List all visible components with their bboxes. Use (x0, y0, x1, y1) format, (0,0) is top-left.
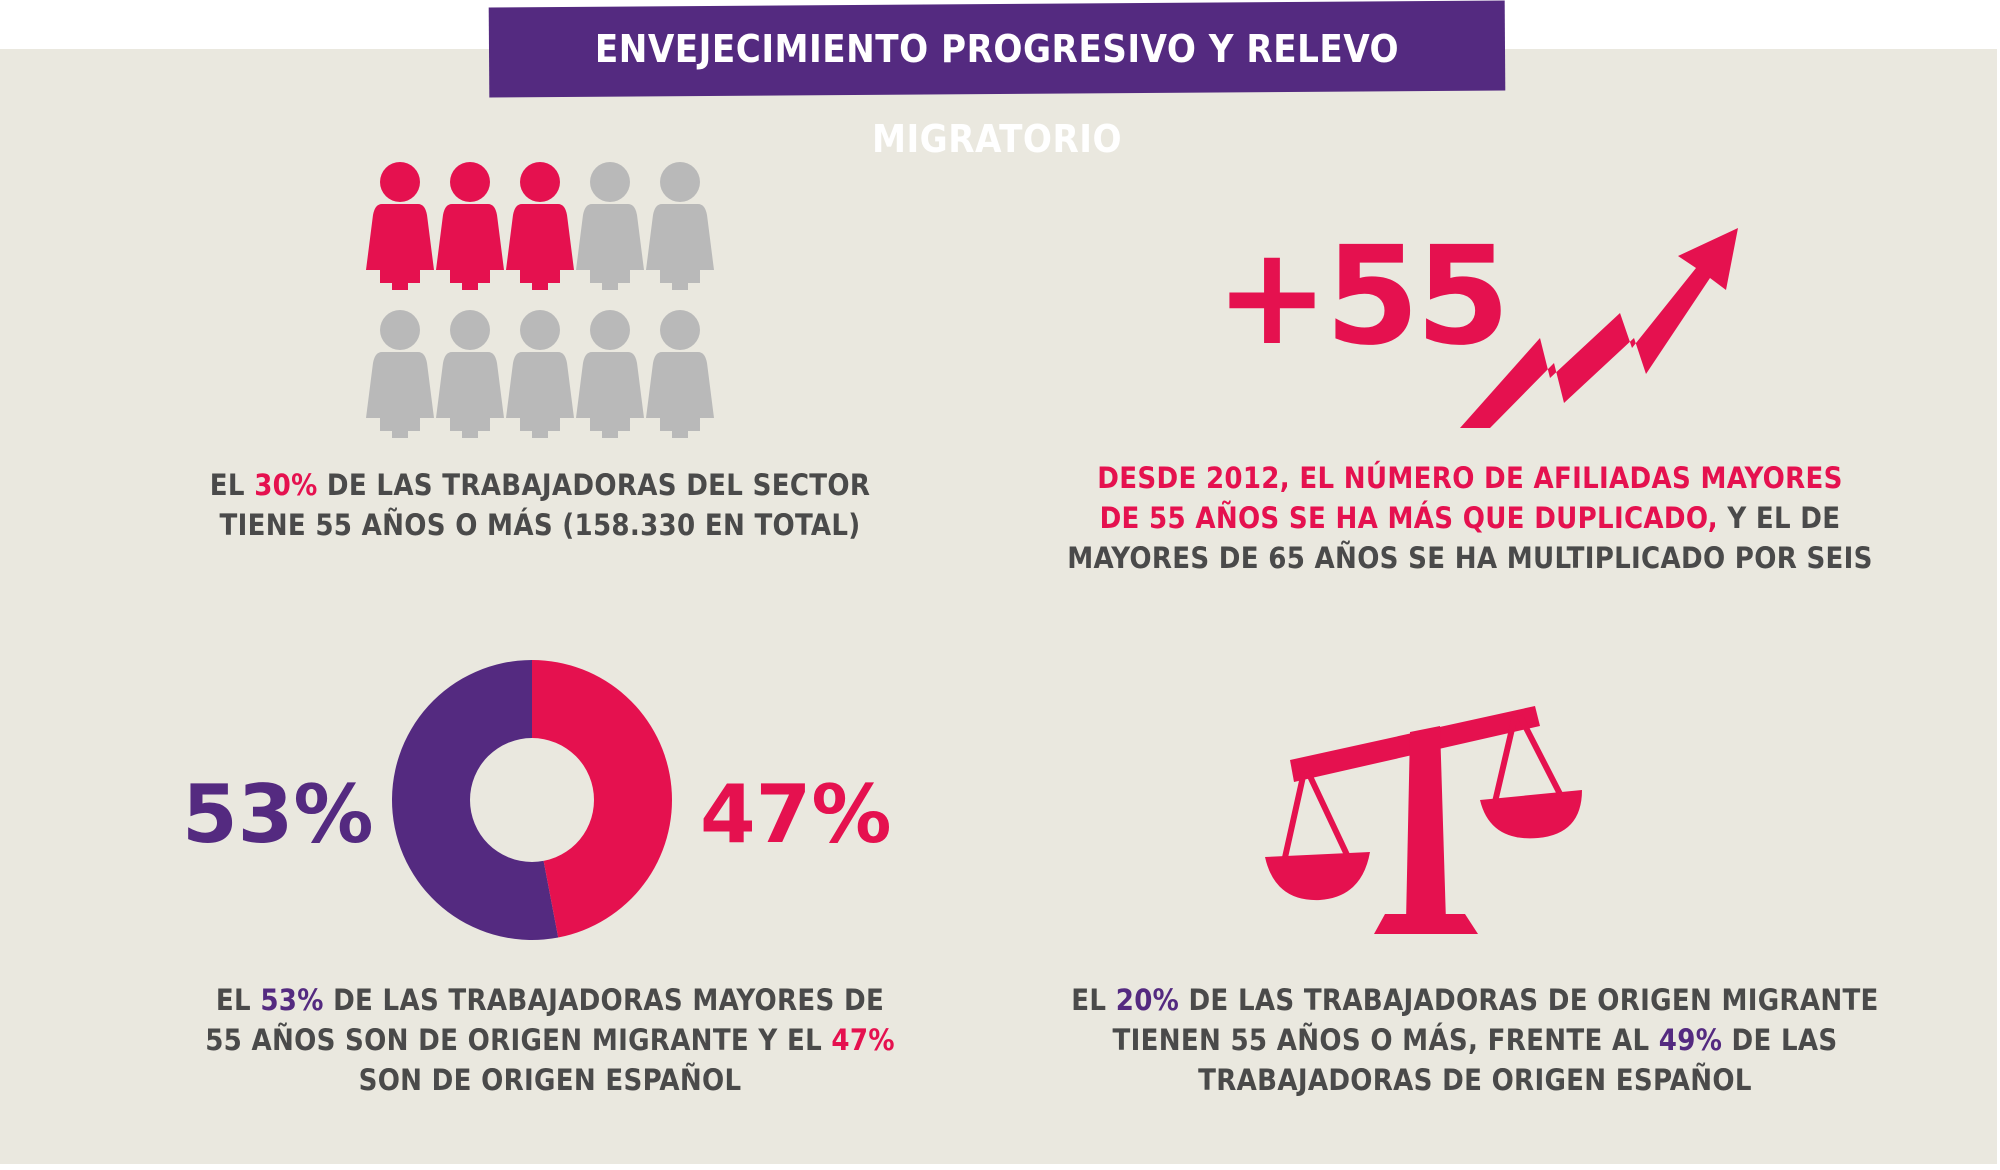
trend-up-arrow-icon (1460, 228, 1738, 428)
page-title: ENVEJECIMIENTO PROGRESIVO Y RELEVO MIGRA… (594, 27, 1400, 161)
person-icon (646, 310, 714, 438)
person-icon (506, 310, 574, 438)
person-icon (436, 162, 504, 290)
donut-chart (392, 660, 672, 940)
person-icon (576, 310, 644, 438)
person-icon (576, 162, 644, 290)
caption-age-share: EL 30% DE LAS TRABAJADORAS DEL SECTOR TI… (209, 468, 871, 542)
people-grid (366, 162, 714, 438)
big-number-plus55: +55 (1215, 218, 1510, 376)
donut-slice-spanish (532, 660, 672, 938)
caption-age-by-origin: EL 20% DE LAS TRABAJADORAS DE ORIGEN MIG… (1071, 983, 1879, 1097)
caption-origin-split: EL 53% DE LAS TRABAJADORAS MAYORES DE 55… (205, 983, 895, 1097)
person-icon (646, 162, 714, 290)
content-panel (0, 49, 1997, 1164)
person-icon (366, 162, 434, 290)
person-icon (506, 162, 574, 290)
balance-scale-icon (1265, 706, 1582, 934)
donut-hole (470, 738, 594, 862)
caption-affiliates-growth: DESDE 2012, EL NÚMERO DE AFILIADAS MAYOR… (1067, 461, 1873, 575)
donut-label-migrant: 53% (182, 768, 374, 861)
donut-label-spanish: 47% (700, 768, 892, 861)
person-icon (366, 310, 434, 438)
person-icon (436, 310, 504, 438)
